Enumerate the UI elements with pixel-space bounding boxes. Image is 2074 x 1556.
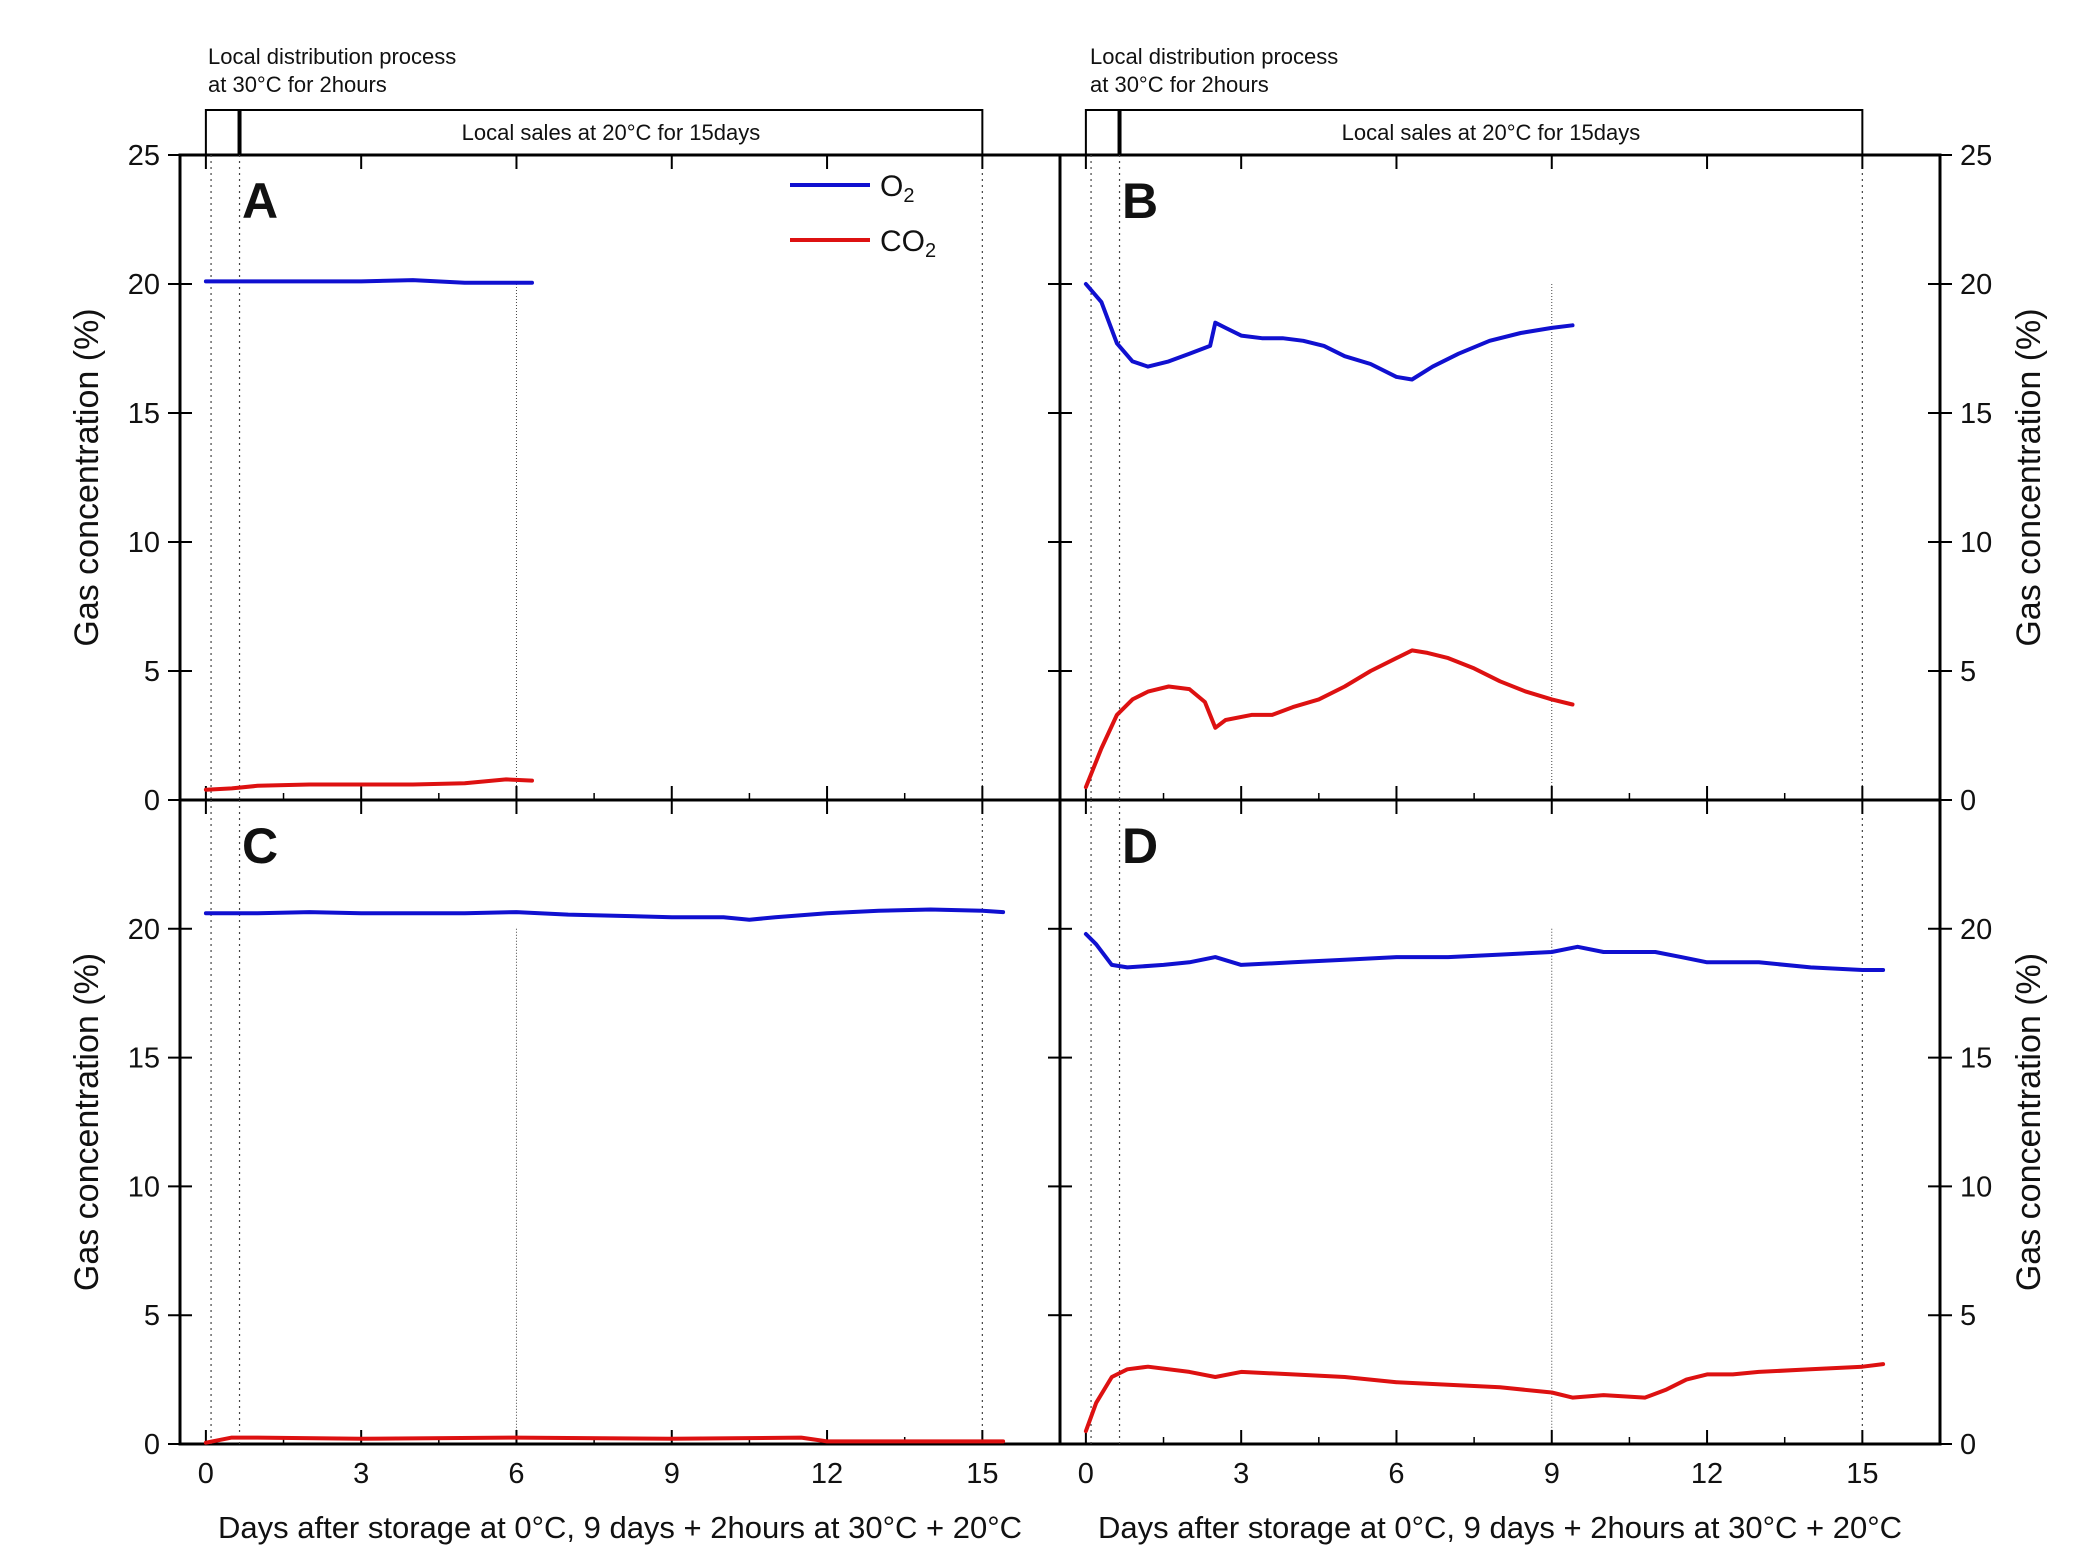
y-tick-label: 0 (1960, 785, 1976, 817)
y-tick-label: 10 (1960, 1171, 1992, 1203)
series-line-co2 (203, 1435, 1006, 1445)
x-tick-label: 3 (353, 1458, 369, 1490)
y-tick-label: 5 (1960, 656, 1976, 688)
panel-label-d: D (1122, 818, 1158, 874)
y-tick-label: 10 (128, 1171, 160, 1203)
series-line-co2 (1083, 1362, 1886, 1434)
series-line-o2 (203, 278, 534, 285)
x-tick-label: 6 (1388, 1458, 1404, 1490)
series-line-co2 (1083, 648, 1575, 790)
panel-label-a: A (242, 173, 278, 229)
series-line-o2 (1083, 932, 1886, 972)
y-axis-label: Gas concentration (%) (68, 953, 106, 1291)
x-tick-label: 6 (508, 1458, 524, 1490)
sales-period-box (1084, 109, 1864, 156)
y-tick-label: 0 (1960, 1429, 1976, 1461)
panel-label-c: C (242, 818, 278, 874)
sales-period-label: Local sales at 20°C for 15days (462, 120, 761, 145)
panel-d: 0 5 10 15 20 D Gas concentration (%) (1060, 800, 2048, 1461)
y-tick-label: 25 (128, 140, 160, 172)
y-tick-label: 15 (128, 1043, 160, 1075)
x-tick-label: 9 (664, 1458, 680, 1490)
legend-label-o2: O2 (880, 170, 914, 207)
distribution-label-line2: at 30°C for 2hours (208, 72, 387, 97)
y-tick-label: 15 (1960, 398, 1992, 430)
y-tick-label: 20 (128, 914, 160, 946)
y-tick-label: 5 (144, 656, 160, 688)
y-tick-label: 20 (1960, 914, 1992, 946)
series-line-co2 (203, 777, 534, 792)
x-tick-label: 12 (811, 1458, 843, 1490)
y-tick-label: 10 (1960, 527, 1992, 559)
y-tick-label: 25 (1960, 140, 1992, 172)
x-tick-label: 15 (966, 1458, 998, 1490)
x-tick-label: 15 (1846, 1458, 1878, 1490)
panel-a: 0 5 10 15 20 25 A Gas concentration (%) (68, 140, 1060, 817)
sales-period-label: Local sales at 20°C for 15days (1342, 120, 1641, 145)
y-tick-label: 0 (144, 785, 160, 817)
x-axis-left: 0 3 6 9 12 15 Days after storage at 0°C, 9 day… (198, 1458, 1022, 1545)
distribution-label-line2: at 30°C for 2hours (1090, 72, 1269, 97)
x-axis-right: 0 3 6 9 12 15 Days after storage at 0°C, 9 day… (1078, 1458, 1902, 1545)
y-axis-label: Gas concentration (%) (68, 308, 106, 646)
panel-label-b: B (1122, 173, 1158, 229)
panel-c: 0 5 10 15 20 C Gas concentration (%) (68, 800, 1060, 1461)
distribution-label-line1: Local distribution process (208, 44, 456, 69)
y-tick-label: 15 (128, 398, 160, 430)
timeline-annotation-left: Local distribution process at 30°C for 2h… (204, 44, 984, 156)
legend-label-co2: CO2 (880, 225, 936, 262)
timeline-annotation-right: Local distribution process at 30°C for 2h… (1084, 44, 1864, 156)
y-tick-label: 5 (144, 1300, 160, 1332)
y-tick-label: 10 (128, 527, 160, 559)
y-tick-label: 20 (128, 269, 160, 301)
x-tick-label: 12 (1691, 1458, 1723, 1490)
x-axis-label: Days after storage at 0°C, 9 days + 2hou… (1098, 1510, 1902, 1545)
y-tick-label: 20 (1960, 269, 1992, 301)
y-axis-label: Gas concentration (%) (2010, 953, 2048, 1291)
panel-b: 0 5 10 15 20 25 B Gas concentration (%) (1060, 140, 2048, 817)
x-tick-label: 9 (1544, 1458, 1560, 1490)
x-tick-label: 0 (1078, 1458, 1094, 1490)
x-axis-label: Days after storage at 0°C, 9 days + 2hou… (218, 1510, 1022, 1545)
series-line-o2 (1083, 282, 1575, 382)
x-tick-label: 3 (1233, 1458, 1249, 1490)
y-axis-label: Gas concentration (%) (2010, 308, 2048, 646)
y-tick-label: 15 (1960, 1043, 1992, 1075)
y-tick-label: 5 (1960, 1300, 1976, 1332)
x-tick-label: 0 (198, 1458, 214, 1490)
series-line-o2 (203, 907, 1006, 922)
sales-period-box (204, 109, 984, 156)
y-tick-label: 0 (144, 1429, 160, 1461)
distribution-label-line1: Local distribution process (1090, 44, 1338, 69)
